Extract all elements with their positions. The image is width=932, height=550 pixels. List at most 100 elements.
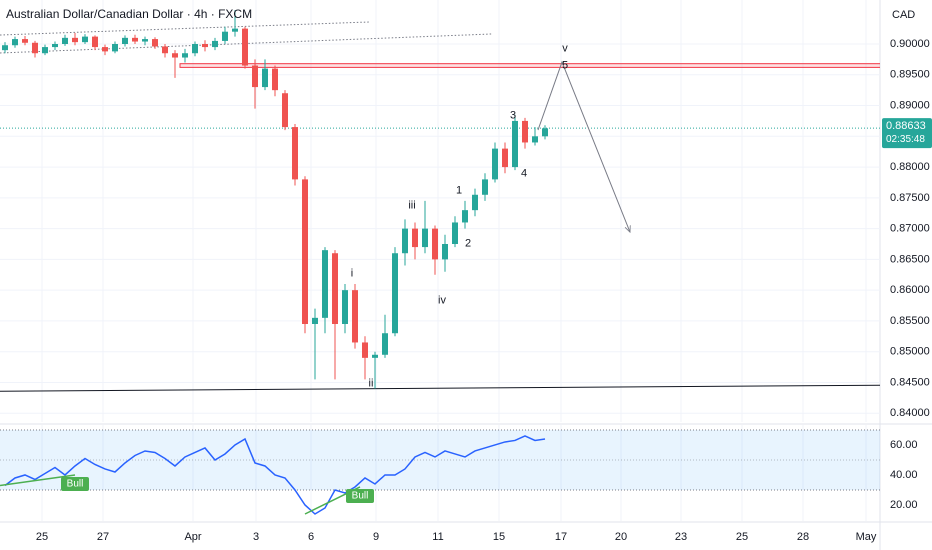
candle-body <box>52 44 58 48</box>
trend-line <box>0 21 371 36</box>
divergence-tag <box>61 476 89 491</box>
candle-body <box>402 228 408 254</box>
rsi-tick-label: 60.00 <box>890 439 918 451</box>
candle-body <box>22 39 28 43</box>
wave-label: 1 <box>456 185 462 197</box>
trend-line <box>0 384 880 392</box>
y-tick-label: 0.90000 <box>890 38 930 50</box>
wave-label: 5 <box>562 60 568 72</box>
candle-body <box>252 65 258 88</box>
candle-body <box>332 253 338 324</box>
candle-body <box>532 136 538 143</box>
y-tick-label: 0.87500 <box>890 192 930 204</box>
divergence-label: Bull <box>352 491 369 502</box>
x-tick-label: 20 <box>615 531 627 543</box>
candle-body <box>482 179 488 195</box>
candle-body <box>192 44 198 54</box>
candle-body <box>302 179 308 324</box>
candle-body <box>492 148 498 180</box>
x-tick-label: May <box>856 531 877 543</box>
candle-body <box>452 222 458 244</box>
candle-body <box>62 37 68 44</box>
x-tick-label: 15 <box>493 531 505 543</box>
candle-body <box>422 228 428 248</box>
candle-body <box>542 128 548 137</box>
candle-body <box>32 42 38 54</box>
candle-body <box>272 68 278 91</box>
projection-path <box>537 60 630 232</box>
candle-body <box>382 333 388 355</box>
candle-body <box>522 120 528 143</box>
y-tick-label: 0.85000 <box>890 346 930 358</box>
candle-body <box>462 210 468 223</box>
candle-body <box>412 228 418 248</box>
main-pane: v 5 3 4 1 iii 2 i iv ii <box>0 0 880 422</box>
rsi-tick-label: 20.00 <box>890 499 918 511</box>
candle-body <box>432 228 438 260</box>
wave-label: 2 <box>465 238 471 250</box>
candle-body <box>2 45 8 51</box>
wave-label: iv <box>438 295 446 307</box>
x-tick-label: Apr <box>184 531 201 543</box>
y-tick-label: 0.87000 <box>890 223 930 235</box>
price-axis-bg <box>880 0 932 550</box>
rsi-band <box>0 429 880 490</box>
y-tick-label: 0.84500 <box>890 376 930 388</box>
y-tick-label: 0.86000 <box>890 284 930 296</box>
wave-label: v <box>562 43 568 55</box>
candle-body <box>512 120 518 168</box>
candle-body <box>392 253 398 334</box>
x-tick-label: 17 <box>555 531 567 543</box>
candle-body <box>12 39 18 46</box>
divergence-line <box>0 474 76 487</box>
candle-body <box>292 127 298 180</box>
candle-body <box>92 36 98 48</box>
wave-label: iii <box>408 200 415 212</box>
y-tick-label: 0.89000 <box>890 99 930 111</box>
candle-body <box>222 31 228 41</box>
wave-label: ii <box>369 378 374 390</box>
x-tick-label: 3 <box>253 531 259 543</box>
candle-body <box>72 37 78 43</box>
candle-body <box>212 40 218 48</box>
rsi-pane: Bull Bull <box>0 425 880 521</box>
candle-body <box>352 290 358 343</box>
candle-body <box>202 44 208 48</box>
candle-body <box>102 47 108 52</box>
candle-body <box>372 354 378 358</box>
rsi-line <box>4 435 546 515</box>
wave-label: 3 <box>510 110 516 122</box>
candle-body <box>472 194 478 211</box>
y-tick-label: 0.88000 <box>890 161 930 173</box>
rsi-tick-label: 40.00 <box>890 469 918 481</box>
candle-body <box>82 36 88 43</box>
x-tick-label: 25 <box>736 531 748 543</box>
x-tick-label: 28 <box>797 531 809 543</box>
candle-body <box>132 37 138 42</box>
currency: CAD <box>892 9 915 21</box>
candle-body <box>122 37 128 44</box>
candle-body <box>162 46 168 54</box>
countdown-label: 02:35:48 <box>886 134 925 145</box>
candle-body <box>242 28 248 66</box>
y-tick-label: 0.89500 <box>890 69 930 81</box>
chart-title: Australian Dollar/Canadian Dollar · 4h ·… <box>6 7 252 21</box>
x-tick-label: 27 <box>97 531 109 543</box>
candle-body <box>182 53 188 58</box>
wave-label: i <box>351 268 353 280</box>
candle-body <box>442 244 448 260</box>
candle-body <box>342 290 348 324</box>
candle-body <box>142 39 148 42</box>
candle-body <box>42 47 48 54</box>
candle-body <box>172 53 178 58</box>
x-tick-label: 6 <box>308 531 314 543</box>
candle-body <box>262 68 268 88</box>
candle-body <box>362 342 368 358</box>
divergence-label: Bull <box>67 479 84 490</box>
candle-body <box>152 39 158 47</box>
axes: 0.84000 0.84500 0.85000 0.85500 0.86000 0.865… <box>36 38 932 543</box>
x-tick-label: 11 <box>432 531 443 543</box>
candle-body <box>322 250 328 318</box>
candle-body <box>502 148 508 168</box>
